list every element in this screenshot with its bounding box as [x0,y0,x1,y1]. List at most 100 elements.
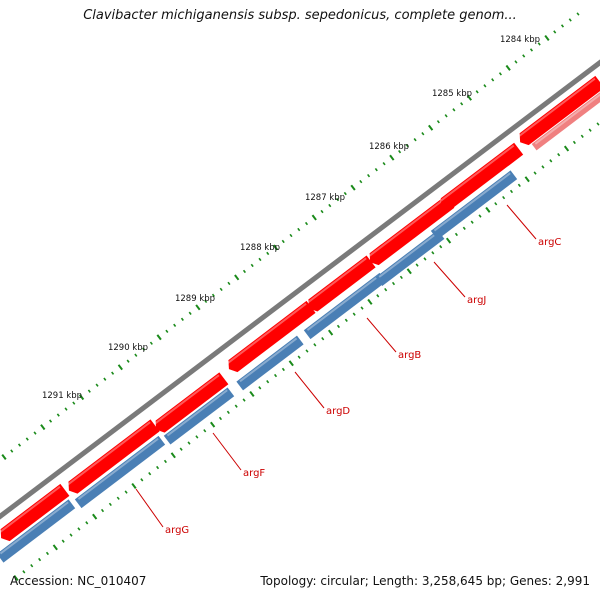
inner-tick [258,386,262,390]
inner-tick [61,539,65,543]
outer-tick [258,257,262,262]
inner-tick [69,533,73,537]
inner-tick [266,379,270,384]
inner-tick [242,398,246,402]
outer-tick [134,353,138,357]
genome-summary: Topology: circular; Length: 3,258,645 bp… [260,574,590,588]
forward-feature [439,142,524,211]
inner-tick [485,206,491,213]
gene-leader-line [366,317,397,353]
outer-tick [266,251,270,256]
gene-leader-line [212,432,242,471]
outer-tick [173,323,177,327]
inner-tick [305,349,309,353]
gene-label: argF [243,468,265,479]
reverse-feature [375,230,445,286]
outer-tick [505,64,511,71]
outer-tick [428,124,434,131]
inner-tick [344,318,348,323]
gene-labels: argC argJ argB argD argF argG [135,204,561,536]
inner-tick [163,459,167,464]
outer-tick [219,287,223,292]
outer-tick [483,84,487,88]
inner-tick [281,367,285,372]
outer-tick [367,173,371,178]
forward-feature [154,372,229,433]
inner-tick [52,544,58,551]
outer-tick [568,18,572,22]
reverse-strand-features [0,170,518,563]
outer-tick [242,269,247,274]
outer-tick [142,347,146,351]
inner-tick [502,195,506,200]
inner-tick [92,513,98,520]
outer-tick [40,424,46,431]
gene-leader-line [294,371,325,409]
genome-title: Clavibacter michiganensis subsp. sepedon… [83,8,517,23]
reverse-feature [236,335,304,391]
tick-label: 1291 kbp [42,391,82,401]
inner-tick [77,527,81,531]
outer-tick [374,167,378,172]
inner-tick [572,140,576,145]
outer-tick [320,209,324,214]
inner-tick [557,152,561,157]
inner-tick [234,404,238,408]
inner-tick [509,189,514,194]
inner-tick [116,496,120,500]
reverse-feature [0,499,76,563]
inner-tick [203,429,207,433]
tick-label: 1289 kbp [175,294,215,304]
outer-tick [304,221,309,226]
inner-tick [179,447,183,451]
outer-tick [544,34,550,41]
outer-tick [56,413,60,417]
outer-tick [48,419,53,423]
outer-tick [421,132,425,136]
inner-tick [462,226,466,230]
forward-feature [368,195,455,266]
outer-tick [165,329,169,333]
inner-tick [431,251,435,255]
inner-tick [273,373,278,378]
outer-tick [537,42,541,46]
reverse-feature [430,170,518,240]
forward-strand-features [0,75,600,542]
outer-tick [103,377,107,381]
inner-tick [478,214,482,218]
outer-tick [460,102,464,106]
outer-tick [1,454,7,460]
inner-tick [124,490,128,494]
outer-tick [436,120,440,124]
inner-tick [588,128,592,132]
outer-tick [25,437,29,441]
gene-label: argD [326,406,350,417]
inner-tick [336,324,341,329]
outer-tick [491,78,495,82]
reverse-feature [163,387,235,445]
forward-feature [307,255,376,312]
outer-tick [126,359,130,363]
inner-tick [549,159,553,163]
outer-tick [452,108,456,112]
inner-tick [367,298,373,305]
outer-tick [498,72,502,76]
outer-tick [95,383,99,387]
tick-labels: 1284 kbp 1285 kbp 1286 kbp 1287 kbp 1288 kbp… [42,35,540,401]
outer-tick [72,401,76,405]
outer-tick [17,443,22,447]
inner-tick [148,472,152,476]
outer-tick [350,184,356,191]
inner-tick [360,306,364,310]
outer-tick [272,244,279,251]
outer-tick [560,24,565,28]
inner-tick [170,452,176,459]
tick-label: 1284 kbp [500,35,540,45]
tick-label: 1287 kbp [305,193,345,203]
outer-tick [413,138,417,142]
outer-tick [475,90,479,94]
inner-tick [187,441,191,445]
outer-tick [111,371,115,375]
inner-tick [563,145,570,152]
